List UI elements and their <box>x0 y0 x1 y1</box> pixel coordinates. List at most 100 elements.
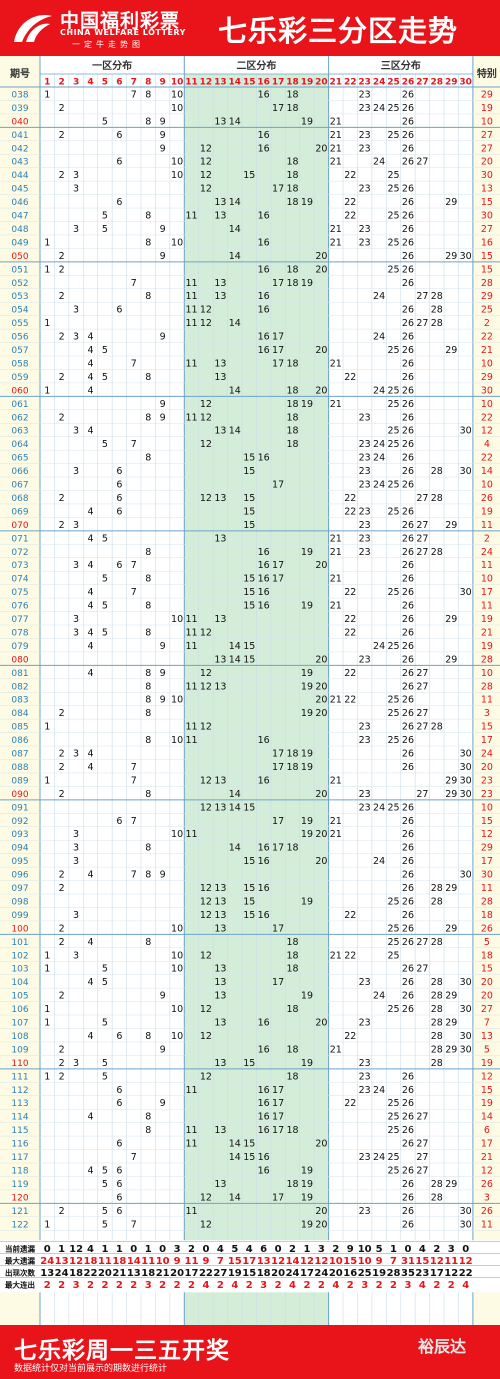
number-mark-8: 8 <box>145 627 151 638</box>
period-label: 060 <box>11 386 28 396</box>
special-mark: 11 <box>481 520 493 531</box>
number-mark-26: 26 <box>402 399 414 410</box>
number-mark-26: 26 <box>402 695 414 706</box>
number-mark-30: 30 <box>460 789 472 800</box>
number-mark-12: 12 <box>200 802 212 813</box>
special-mark: 23 <box>481 775 493 786</box>
number-mark-26: 26 <box>402 722 414 733</box>
special-mark: 10 <box>481 668 493 679</box>
number-mark-19: 19 <box>301 547 313 558</box>
period-label: 052 <box>11 279 28 289</box>
number-mark-24: 24 <box>373 802 385 813</box>
number-mark-29: 29 <box>445 614 457 625</box>
number-mark-2: 2 <box>59 883 65 894</box>
number-mark-4: 4 <box>87 426 93 437</box>
number-mark-16: 16 <box>258 775 270 786</box>
number-mark-1: 1 <box>44 722 50 733</box>
number-mark-22: 22 <box>344 587 356 598</box>
number-mark-4: 4 <box>87 749 93 760</box>
special-mark: 5 <box>484 937 490 948</box>
number-mark-15: 15 <box>243 883 255 894</box>
number-mark-26: 26 <box>402 103 414 114</box>
special-mark: 26 <box>481 493 493 504</box>
number-mark-23: 23 <box>359 520 371 531</box>
number-mark-12: 12 <box>200 681 212 692</box>
period-label: 114 <box>11 1113 28 1123</box>
number-mark-23: 23 <box>359 412 371 423</box>
special-mark: 22 <box>481 412 493 423</box>
number-mark-6: 6 <box>116 1206 122 1217</box>
stat-value: 21 <box>112 1268 126 1279</box>
footer-banner: 七乐彩周一三五开奖 数据统计仅对当前展示的期数进行统计 裕辰达 <box>0 1325 500 1379</box>
period-label: 082 <box>11 682 28 692</box>
stat-value: 6 <box>260 1244 267 1255</box>
header-banner: 中国福利彩票 CHINA WELFARE LOTTERY 一定牛走势图 七乐彩三… <box>0 0 500 56</box>
number-mark-26: 26 <box>402 883 414 894</box>
number-mark-15: 15 <box>243 654 255 665</box>
number-mark-19: 19 <box>301 1192 313 1203</box>
number-mark-14: 14 <box>229 641 241 652</box>
number-mark-21: 21 <box>330 157 342 168</box>
number-mark-13: 13 <box>214 977 226 988</box>
number-mark-1: 1 <box>44 950 50 961</box>
number-mark-16: 16 <box>258 587 270 598</box>
number-mark-13: 13 <box>214 426 226 437</box>
stat-value: 17 <box>242 1256 256 1267</box>
number-mark-4: 4 <box>87 332 93 343</box>
stat-value: 1 <box>145 1244 152 1255</box>
special-mark: 19 <box>481 1098 493 1109</box>
number-mark-13: 13 <box>214 883 226 894</box>
period-label: 093 <box>11 830 28 840</box>
number-mark-28: 28 <box>431 493 443 504</box>
number-mark-23: 23 <box>359 547 371 558</box>
number-mark-26: 26 <box>402 251 414 262</box>
number-mark-18: 18 <box>286 399 298 410</box>
number-mark-27: 27 <box>416 318 428 329</box>
special-mark: 20 <box>481 157 493 168</box>
number-mark-3: 3 <box>73 224 79 235</box>
number-mark-26: 26 <box>402 197 414 208</box>
number-mark-26: 26 <box>402 466 414 477</box>
stat-value: 3 <box>73 1280 80 1291</box>
number-mark-3: 3 <box>73 950 79 961</box>
number-mark-26: 26 <box>402 802 414 813</box>
number-mark-8: 8 <box>145 708 151 719</box>
number-mark-8: 8 <box>145 547 151 558</box>
number-mark-26: 26 <box>402 1206 414 1217</box>
stats-background <box>0 1240 500 1293</box>
period-label: 106 <box>11 1005 28 1015</box>
number-mark-16: 16 <box>258 1112 270 1123</box>
number-mark-3: 3 <box>73 560 79 571</box>
special-mark: 12 <box>481 1071 493 1082</box>
number-mark-26: 26 <box>402 426 414 437</box>
number-mark-23: 23 <box>359 466 371 477</box>
number-mark-26: 26 <box>402 937 414 948</box>
number-mark-22: 22 <box>344 614 356 625</box>
number-mark-5: 5 <box>102 1058 108 1069</box>
number-mark-1: 1 <box>44 1071 50 1082</box>
special-mark: 20 <box>481 991 493 1002</box>
number-mark-13: 13 <box>214 802 226 813</box>
number-mark-23: 23 <box>359 130 371 141</box>
stat-value: 22 <box>459 1268 473 1279</box>
number-mark-2: 2 <box>59 170 65 181</box>
stat-value: 23 <box>415 1268 429 1279</box>
stat-value: 13 <box>127 1268 141 1279</box>
number-mark-14: 14 <box>229 385 241 396</box>
number-header-2: 2 <box>59 78 65 88</box>
number-mark-6: 6 <box>116 130 122 141</box>
number-mark-19: 19 <box>301 116 313 127</box>
number-mark-20: 20 <box>315 829 327 840</box>
stat-value: 12 <box>271 1256 285 1267</box>
period-label: 107 <box>11 1019 28 1029</box>
stat-value: 0 <box>462 1244 469 1255</box>
number-mark-6: 6 <box>116 1192 122 1203</box>
number-mark-26: 26 <box>402 547 414 558</box>
period-label: 089 <box>11 776 28 786</box>
number-mark-26: 26 <box>402 89 414 100</box>
period-label: 080 <box>11 655 28 665</box>
number-mark-16: 16 <box>258 345 270 356</box>
number-mark-10: 10 <box>171 829 183 840</box>
period-label: 062 <box>11 413 28 423</box>
special-mark: 30 <box>481 870 493 881</box>
